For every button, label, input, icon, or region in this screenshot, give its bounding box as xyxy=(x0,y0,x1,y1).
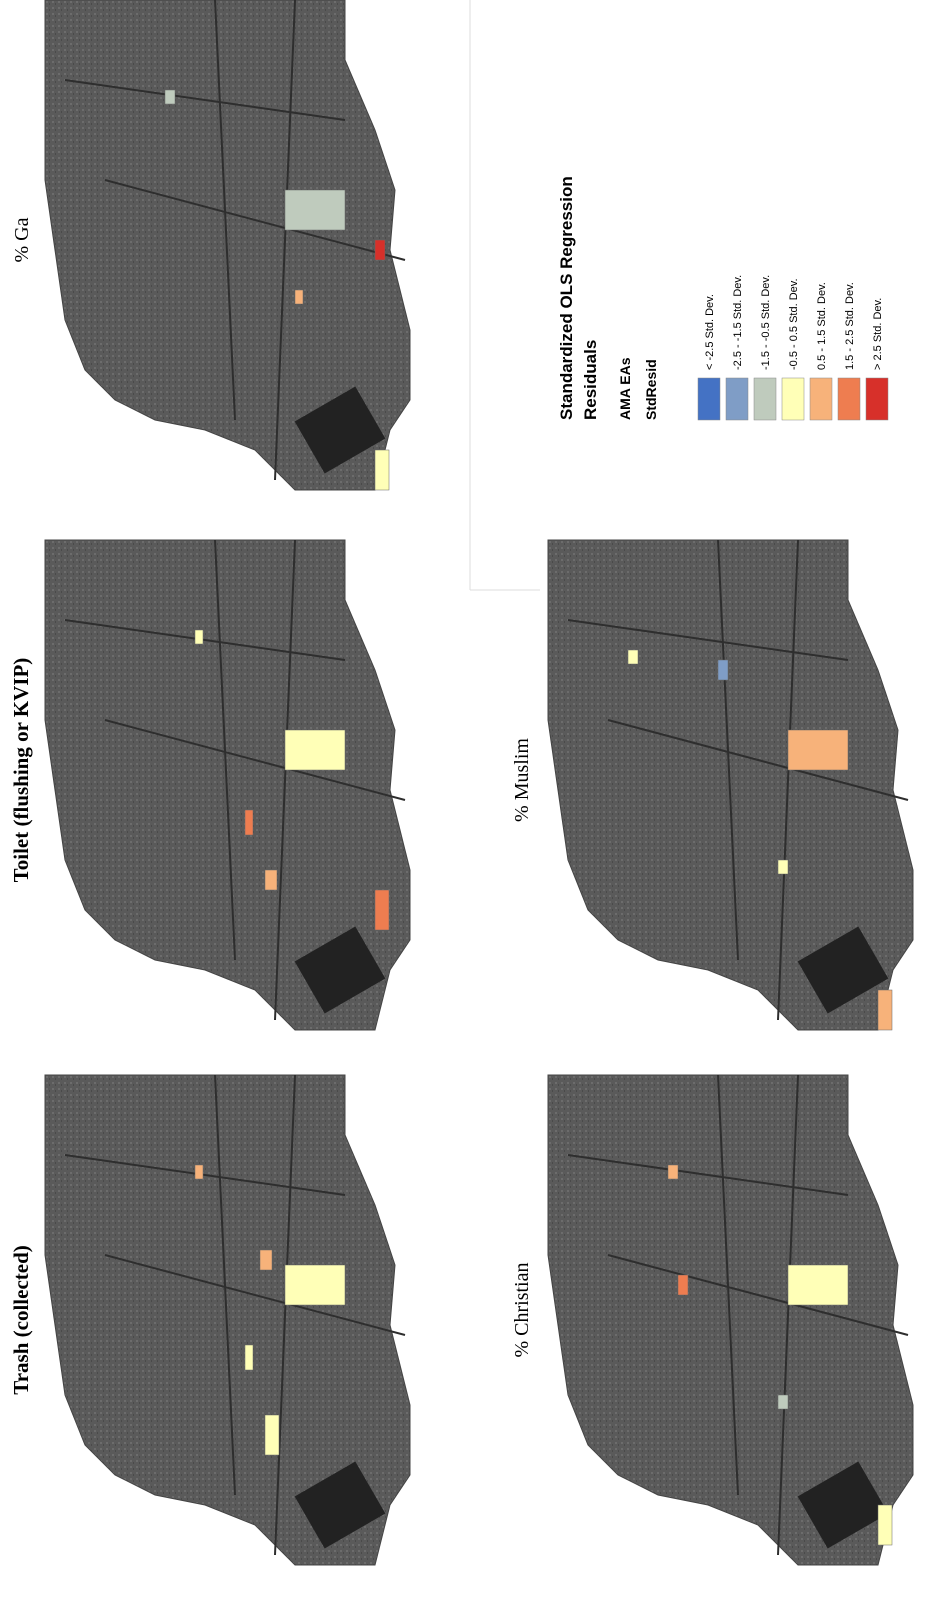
residual-patch xyxy=(195,1165,203,1179)
map-panel xyxy=(548,1075,913,1565)
residual-patch xyxy=(878,990,892,1030)
panel-title: Toilet (flushing or KVIP) xyxy=(9,658,33,883)
residual-patch xyxy=(260,1250,272,1270)
panel-title: Trash (collected) xyxy=(9,1245,33,1394)
residual-patch xyxy=(778,1395,788,1409)
legend-label: < -2.5 Std. Dev. xyxy=(704,294,716,370)
map-panel xyxy=(45,540,410,1030)
map-panel xyxy=(45,0,410,490)
panel-title: % Ga xyxy=(11,217,33,262)
legend-label: -0.5 - 0.5 Std. Dev. xyxy=(788,278,800,370)
residual-patch xyxy=(788,1265,848,1305)
legend-swatch xyxy=(838,378,860,420)
residual-patch xyxy=(195,630,203,644)
residual-patch xyxy=(245,1345,253,1370)
residual-patch xyxy=(678,1275,688,1295)
legend-swatch xyxy=(698,378,720,420)
residual-patch xyxy=(265,870,277,890)
panel-title: % Christian xyxy=(511,1263,533,1358)
figure: Trash (collected) Toilet (flushing or KVI… xyxy=(0,0,935,1617)
panel-title: % Muslim xyxy=(511,738,533,822)
legend-title: Residuals xyxy=(581,340,600,420)
legend-swatch xyxy=(866,378,888,420)
map-panel xyxy=(548,540,913,1030)
residual-patch xyxy=(375,240,385,260)
legend-label: -1.5 - -0.5 Std. Dev. xyxy=(760,275,772,370)
residual-patch xyxy=(245,810,253,835)
legend-swatch xyxy=(754,378,776,420)
legend-swatch xyxy=(726,378,748,420)
residual-patch xyxy=(375,450,389,490)
residual-patch xyxy=(778,860,788,874)
residual-patch xyxy=(165,90,175,104)
residual-patch xyxy=(718,660,728,680)
residual-patch xyxy=(285,190,345,230)
legend-label: > 2.5 Std. Dev. xyxy=(872,298,884,370)
legend-field: StdResid xyxy=(643,359,659,420)
legend-title: Standardized OLS Regression xyxy=(557,176,576,420)
residual-patch xyxy=(668,1165,678,1179)
residual-patch xyxy=(788,730,848,770)
residual-patch xyxy=(295,290,303,304)
legend-label: -2.5 - -1.5 Std. Dev. xyxy=(732,275,744,370)
residual-patch xyxy=(878,1505,892,1545)
residual-patch xyxy=(375,890,389,930)
legend-swatch xyxy=(810,378,832,420)
residual-patch xyxy=(628,650,638,664)
residual-patch xyxy=(265,1415,279,1455)
legend-layer: AMA EAs xyxy=(617,357,633,420)
legend-label: 0.5 - 1.5 Std. Dev. xyxy=(816,282,828,370)
legend-label: 1.5 - 2.5 Std. Dev. xyxy=(844,282,856,370)
residual-patch xyxy=(285,730,345,770)
residual-patch xyxy=(285,1265,345,1305)
map-panel xyxy=(45,1075,410,1565)
legend-swatch xyxy=(782,378,804,420)
